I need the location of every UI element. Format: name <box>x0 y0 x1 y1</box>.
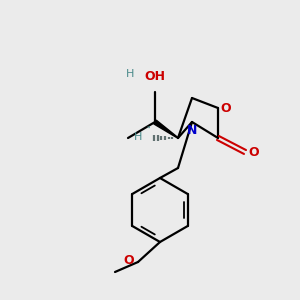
Text: N: N <box>187 124 197 137</box>
Text: O: O <box>221 101 231 115</box>
Text: O: O <box>249 146 259 158</box>
Text: H: H <box>126 69 134 79</box>
Text: OH: OH <box>145 70 166 83</box>
Polygon shape <box>154 120 178 138</box>
Text: H: H <box>134 132 142 142</box>
Text: O: O <box>124 254 134 268</box>
Text: '': '' <box>146 126 151 135</box>
